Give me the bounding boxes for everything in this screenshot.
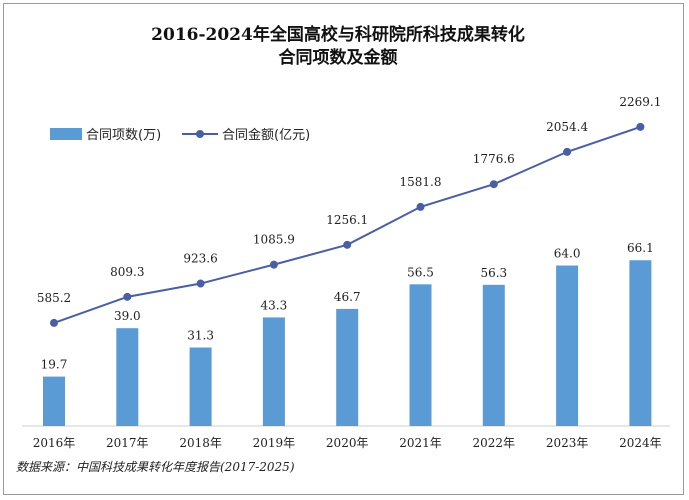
- line-label-2: 923.6: [183, 252, 217, 266]
- bar-label-7: 64.0: [554, 247, 581, 261]
- bar-3: [262, 317, 285, 426]
- bar-1: [116, 328, 139, 426]
- chart-title-line-2: 合同项数及金额: [279, 47, 398, 68]
- data-source-note: 数据来源：中国科技成果转化年度报告(2017-2025): [16, 460, 295, 474]
- line-label-4: 1256.1: [326, 213, 368, 227]
- bar-series: [43, 260, 652, 426]
- x-tick-2: 2018年: [179, 436, 222, 450]
- bar-4: [336, 308, 359, 426]
- bar-label-8: 66.1: [627, 241, 654, 255]
- line-label-0: 585.2: [37, 291, 71, 305]
- bar-label-3: 43.3: [261, 298, 288, 312]
- bar-label-5: 56.5: [407, 265, 434, 279]
- bar-2: [189, 347, 212, 426]
- line-label-3: 1085.9: [253, 233, 295, 247]
- line-point-3: [269, 260, 278, 269]
- line-label-1: 809.3: [110, 265, 144, 279]
- bar-label-4: 46.7: [334, 290, 361, 304]
- line-label-5: 1581.8: [400, 175, 442, 189]
- bar-data-labels: 19.7 39.0 31.3 43.3 46.7 56.5 56.3 64.0 66.1: [41, 241, 654, 371]
- line-point-6: [489, 180, 498, 189]
- line-data-labels: 585.2 809.3 923.6 1085.9 1256.1 1581.8 1776.6 2…: [37, 95, 662, 305]
- x-tick-5: 2021年: [399, 436, 442, 450]
- bar-label-6: 56.3: [480, 266, 507, 280]
- bar-5: [409, 284, 432, 426]
- x-tick-3: 2019年: [253, 436, 296, 450]
- bar-7: [556, 265, 579, 426]
- bar-label-1: 39.0: [114, 309, 141, 323]
- line-point-4: [343, 240, 352, 249]
- bar-0: [43, 376, 65, 426]
- bar-label-0: 19.7: [41, 358, 68, 372]
- legend-label-amount: 合同金额(亿元): [222, 127, 310, 143]
- x-tick-1: 2017年: [106, 436, 149, 450]
- legend: 合同项数(万) 合同金额(亿元): [50, 127, 310, 143]
- x-tick-7: 2023年: [546, 436, 589, 450]
- legend-swatch-marker: [196, 130, 204, 138]
- line-label-8: 2269.1: [619, 95, 661, 109]
- x-axis-ticks: 2016年 2017年 2018年 2019年 2020年 2021年 2022年 2023年…: [33, 436, 662, 450]
- line-label-7: 2054.4: [546, 120, 588, 134]
- x-tick-8: 2024年: [619, 436, 662, 450]
- x-tick-6: 2022年: [473, 436, 516, 450]
- x-tick-0: 2016年: [33, 436, 76, 450]
- legend-label-count: 合同项数(万): [86, 128, 161, 143]
- chart-title-line-1: 2016-2024年全国高校与科研院所科技成果转化: [151, 24, 525, 45]
- x-tick-4: 2020年: [326, 436, 369, 450]
- line-point-8: [636, 122, 645, 131]
- line-point-7: [563, 147, 572, 156]
- line-point-5: [416, 202, 425, 211]
- bar-label-2: 31.3: [187, 329, 214, 343]
- bar-6: [482, 284, 505, 426]
- line-label-6: 1776.6: [473, 152, 515, 166]
- line-points: [50, 122, 645, 327]
- line-point-2: [196, 279, 205, 288]
- legend-swatch-bar: [50, 128, 82, 140]
- line-point-1: [123, 292, 132, 301]
- line-point-0: [50, 318, 58, 327]
- bar-8: [629, 260, 652, 426]
